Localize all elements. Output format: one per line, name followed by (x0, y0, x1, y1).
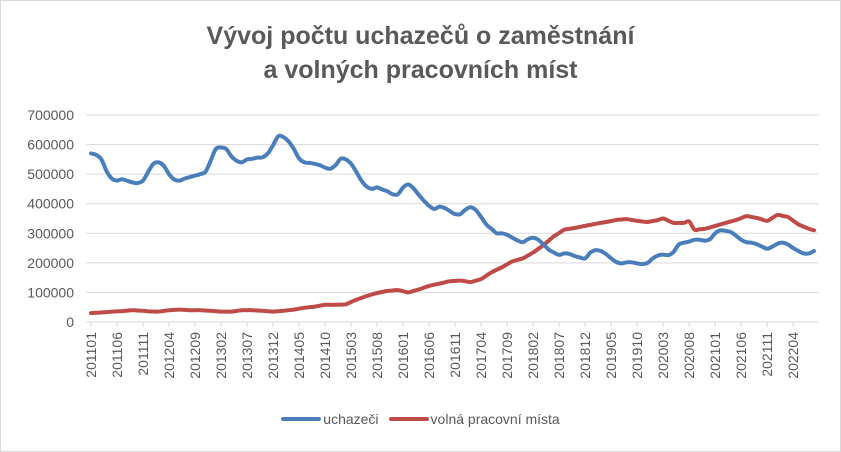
y-tick-label: 500000 (27, 166, 74, 182)
x-tick-label: 201410 (317, 332, 333, 379)
x-tick-label: 201601 (395, 332, 411, 379)
y-tick-label: 700000 (27, 107, 74, 123)
legend-label-uchazeci: uchazeči (323, 411, 379, 427)
x-tick-label: 201905 (603, 332, 619, 379)
x-tick-label: 201611 (447, 332, 463, 378)
x-tick-label: 201606 (421, 332, 437, 379)
series-line-uchazeci (89, 133, 816, 267)
x-tick-label: 201209 (187, 332, 203, 379)
y-axis-tick-labels: 0 100000 200000 300000 400000 500000 600000 700… (27, 107, 74, 330)
legend-swatch-uchazeci (281, 417, 322, 421)
x-tick-label: 201101 (83, 332, 99, 378)
x-tick-label: 202106 (733, 332, 749, 379)
x-tick-label: 201802 (525, 332, 541, 379)
legend-swatch-volna-mista (388, 417, 429, 421)
x-tick-label: 202003 (655, 332, 671, 379)
x-tick-label: 201111 (135, 332, 151, 376)
legend-item-uchazeci: uchazeči (281, 411, 379, 427)
x-tick-label: 201508 (369, 332, 385, 379)
y-tick-label: 100000 (27, 284, 74, 300)
series-line-volna-mista (89, 212, 816, 316)
x-tick-label: 201704 (473, 332, 489, 379)
chart-title: Vývoj počtu uchazečů o zaměstnání a voln… (1, 19, 840, 87)
x-tick-label: 201106 (109, 332, 125, 378)
x-tick-label: 202101 (707, 332, 723, 379)
x-tick-label: 201709 (499, 332, 515, 379)
chart-title-line-2: a volných pracovních míst (263, 56, 578, 84)
x-axis-tick-labels: 201101 201106 201111 201204 201209 201302 2013… (83, 322, 801, 379)
x-tick-label: 201302 (213, 332, 229, 379)
x-tick-label: 201204 (161, 332, 177, 379)
chart-title-line-1: Vývoj počtu uchazečů o zaměstnání (206, 22, 635, 50)
y-tick-label: 0 (66, 314, 74, 330)
x-tick-label: 201405 (291, 332, 307, 379)
x-tick-label: 201307 (239, 332, 255, 379)
x-tick-label: 201910 (629, 332, 645, 379)
x-tick-label: 202204 (785, 332, 801, 379)
x-tick-label: 201503 (343, 332, 359, 379)
x-tick-label: 202111 (759, 332, 775, 377)
x-tick-label: 202008 (681, 332, 697, 379)
series-lines (89, 133, 816, 316)
y-tick-label: 600000 (27, 137, 74, 153)
legend-label-volna-mista: volná pracovní místa (430, 411, 560, 427)
y-tick-label: 400000 (27, 196, 74, 212)
y-tick-label: 200000 (27, 255, 74, 271)
legend-item-volna-mista: volná pracovní místa (388, 411, 560, 427)
y-tick-label: 300000 (27, 225, 74, 241)
x-tick-label: 201807 (551, 332, 567, 379)
x-tick-label: 201812 (577, 332, 593, 379)
legend: uchazeči volná pracovní místa (1, 411, 840, 427)
x-tick-label: 201312 (265, 332, 281, 379)
gridlines (86, 114, 819, 323)
